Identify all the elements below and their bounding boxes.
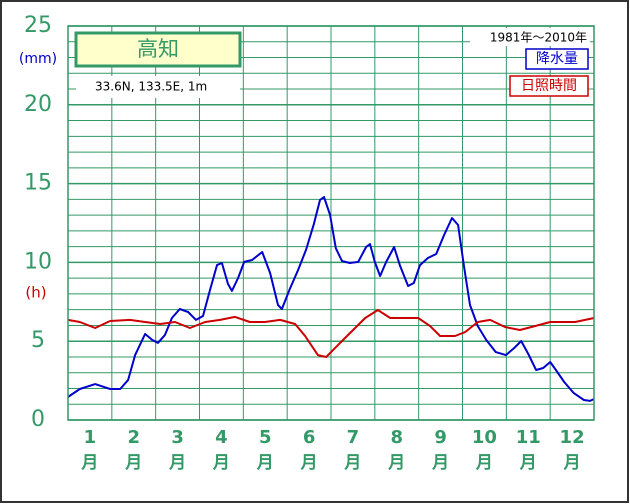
x-unit-label: 月: [212, 453, 230, 473]
x-tick-label: 5: [259, 427, 272, 448]
x-unit-label: 月: [343, 453, 361, 473]
y-tick-label: 10: [24, 249, 52, 274]
x-unit-label: 月: [256, 453, 274, 473]
legend-box: [509, 75, 589, 97]
x-unit-label: 月: [387, 453, 405, 473]
x-unit-label: 月: [300, 453, 318, 473]
y-unit-right: (h): [25, 284, 46, 302]
x-tick-label: 6: [303, 427, 316, 448]
legend-box: [525, 48, 589, 70]
x-unit-label: 月: [80, 453, 98, 473]
x-tick-label: 9: [434, 427, 447, 448]
series-line: [67, 196, 595, 402]
x-unit-label: 月: [168, 453, 186, 473]
x-unit-label: 月: [124, 453, 142, 473]
y-unit-left: (mm): [19, 51, 57, 67]
plot-border: [67, 25, 595, 421]
y-tick-label: 25: [24, 13, 52, 38]
x-tick-label: 11: [516, 427, 541, 448]
x-tick-label: 1: [84, 427, 97, 448]
x-tick-label: 7: [347, 427, 360, 448]
y-tick-label: 20: [24, 92, 52, 117]
x-tick-label: 12: [560, 427, 585, 448]
x-unit-label: 月: [431, 453, 449, 473]
x-tick-label: 3: [171, 427, 184, 448]
series-line: [67, 309, 595, 358]
subtitle-box: [76, 76, 240, 98]
y-tick-label: 5: [31, 328, 45, 353]
x-unit-label: 月: [563, 453, 581, 473]
subtitle: 33.6N, 133.5E, 1m: [95, 80, 207, 94]
x-tick-label: 2: [127, 427, 140, 448]
x-tick-label: 8: [390, 427, 403, 448]
y-tick-label: 0: [31, 407, 45, 432]
x-tick-label: 4: [215, 427, 228, 448]
period-box: [470, 28, 590, 46]
chart-title: 高知: [137, 37, 179, 61]
title-box: [74, 31, 242, 68]
legend-label: 日照時間: [521, 78, 577, 94]
period: 1981年〜2010年: [490, 31, 587, 45]
x-tick-label: 10: [472, 427, 497, 448]
y-tick-label: 15: [24, 171, 52, 196]
lines: [67, 196, 595, 402]
x-unit-label: 月: [519, 453, 537, 473]
legend-label: 降水量: [536, 51, 578, 67]
x-unit-label: 月: [475, 453, 493, 473]
